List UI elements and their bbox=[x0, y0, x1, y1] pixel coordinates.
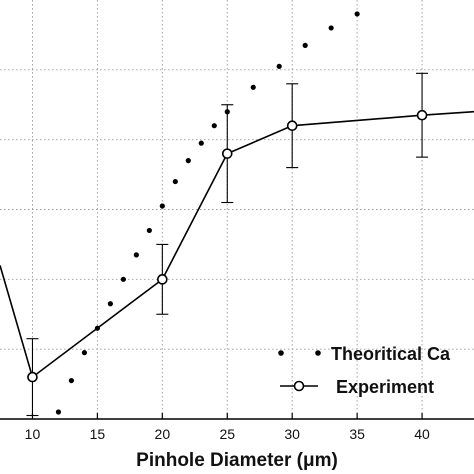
legend: Theoritical Ca Experiment bbox=[278, 344, 451, 397]
x-tick-label: 40 bbox=[414, 426, 430, 442]
series-theoretical bbox=[55, 11, 360, 415]
grid bbox=[0, 0, 474, 419]
theoretical-point bbox=[276, 63, 282, 69]
experiment-point bbox=[157, 274, 168, 285]
theoretical-point bbox=[302, 42, 308, 48]
x-tick-label: 20 bbox=[155, 426, 171, 442]
theoretical-point bbox=[120, 276, 126, 282]
theoretical-point bbox=[328, 25, 334, 31]
theoretical-point bbox=[68, 377, 75, 384]
theoretical-point bbox=[185, 158, 191, 164]
experiment-point bbox=[221, 148, 233, 159]
x-tick-labels: 10 15 20 25 30 35 40 bbox=[25, 426, 430, 442]
theoretical-point bbox=[211, 123, 217, 129]
theoretical-point bbox=[172, 178, 178, 185]
experiment-line bbox=[0, 110, 474, 379]
series-experiment bbox=[0, 72, 474, 417]
legend-theoretical-label: Theoritical Ca bbox=[331, 344, 451, 364]
legend-theoretical-dot bbox=[278, 350, 284, 356]
x-tick-label: 35 bbox=[349, 426, 365, 442]
theoretical-point bbox=[146, 227, 152, 234]
plot-frame bbox=[0, 413, 474, 420]
x-tick-label: 15 bbox=[90, 426, 106, 442]
theoretical-point bbox=[250, 84, 256, 90]
legend-theoretical-dot bbox=[315, 350, 321, 356]
theoretical-point bbox=[159, 203, 165, 209]
theoretical-point bbox=[107, 301, 113, 307]
experiment-point bbox=[286, 120, 298, 131]
x-tick-label: 10 bbox=[25, 426, 41, 442]
x-tick-label: 30 bbox=[284, 426, 300, 442]
theoretical-point bbox=[55, 409, 62, 415]
theoretical-point bbox=[354, 11, 360, 17]
x-tick-label: 25 bbox=[219, 426, 235, 442]
theoretical-point bbox=[198, 140, 204, 146]
experiment-point bbox=[416, 109, 428, 121]
x-axis-title: Pinhole Diameter (μm) bbox=[136, 450, 338, 471]
experiment-point bbox=[27, 371, 38, 383]
legend-experiment-marker bbox=[293, 380, 305, 392]
legend-experiment-label: Experiment bbox=[336, 377, 434, 397]
theoretical-point bbox=[81, 350, 88, 356]
theoretical-point bbox=[133, 252, 139, 258]
